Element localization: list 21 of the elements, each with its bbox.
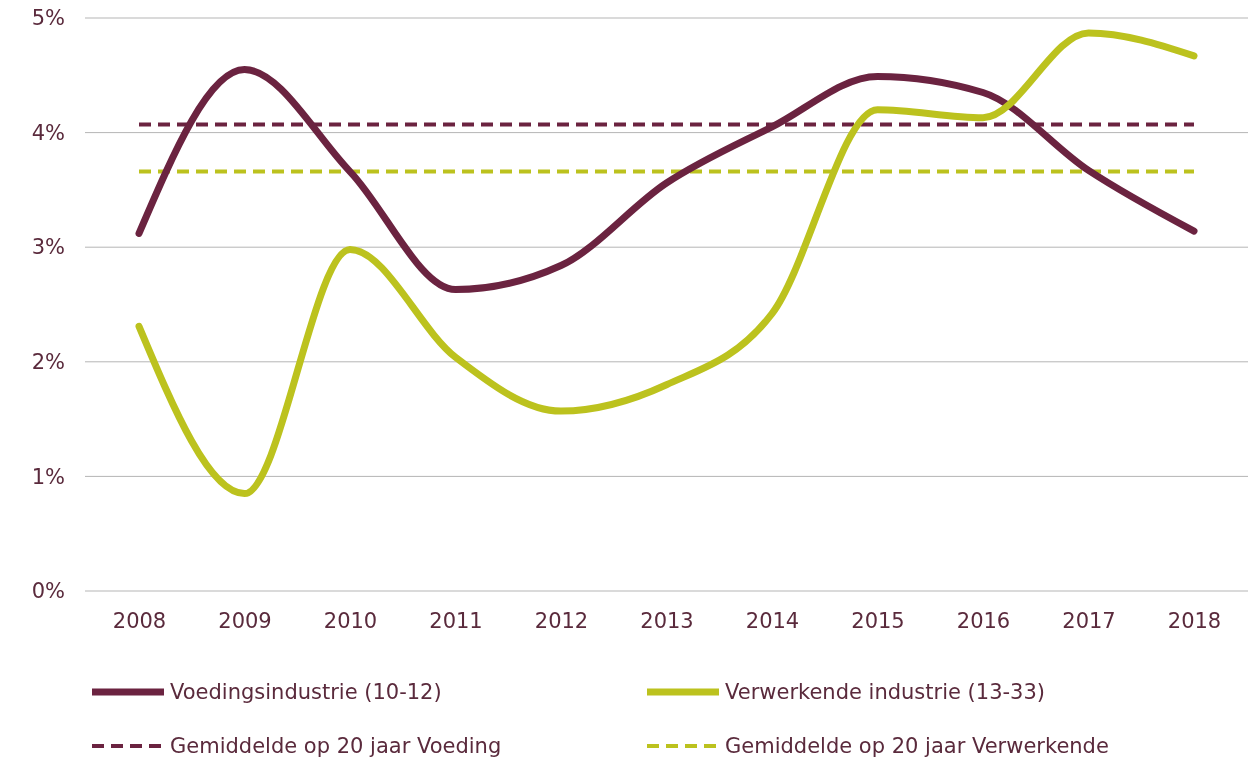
y-tick-label: 0% [31,579,65,604]
x-tick-label: 2012 [534,608,589,633]
x-tick-label: 2010 [323,608,378,633]
legend-label: Gemiddelde op 20 jaar Voeding [170,734,502,759]
legend-label: Gemiddelde op 20 jaar Verwerkende [725,734,1109,759]
legend-label: Verwerkende industrie (13-33) [725,680,1046,705]
x-tick-label: 2015 [851,608,905,633]
x-tick-label: 2016 [956,608,1011,633]
x-tick-label: 2018 [1167,608,1222,633]
x-tick-label: 2008 [112,608,167,633]
x-tick-label: 2011 [429,608,483,633]
x-tick-label: 2017 [1062,608,1116,633]
y-tick-label: 4% [31,120,65,145]
y-tick-label: 5% [31,6,65,31]
x-tick-label: 2009 [218,608,272,633]
legend-label: Voedingsindustrie (10-12) [170,680,442,705]
x-tick-label: 2014 [745,608,800,633]
y-tick-label: 1% [31,464,65,489]
x-tick-label: 2013 [640,608,694,633]
y-tick-label: 2% [31,350,65,375]
y-tick-label: 3% [31,235,65,260]
